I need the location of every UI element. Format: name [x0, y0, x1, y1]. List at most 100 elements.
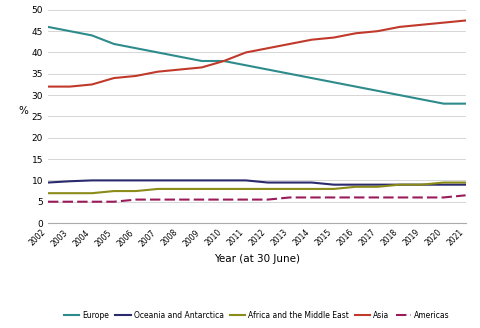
Americas — [45, 200, 51, 204]
Asia — [397, 25, 403, 29]
Europe — [287, 72, 293, 76]
Oceania and Antarctica — [45, 180, 51, 184]
Africa and the Middle East — [353, 185, 359, 189]
Europe — [353, 85, 359, 89]
Oceania and Antarctica — [441, 183, 446, 187]
Legend: Europe, Oceania and Antarctica, Africa and the Middle East, Asia, Americas: Europe, Oceania and Antarctica, Africa a… — [61, 308, 453, 323]
Americas — [441, 195, 446, 199]
Europe — [331, 80, 336, 84]
Asia — [419, 23, 424, 27]
Oceania and Antarctica — [243, 178, 249, 182]
Americas — [309, 195, 314, 199]
Oceania and Antarctica — [375, 183, 381, 187]
X-axis label: Year (at 30 June): Year (at 30 June) — [214, 254, 300, 263]
Europe — [441, 102, 446, 106]
Asia — [67, 85, 73, 89]
Americas — [89, 200, 95, 204]
Line: Africa and the Middle East: Africa and the Middle East — [48, 182, 466, 193]
Americas — [155, 197, 161, 201]
Africa and the Middle East — [199, 187, 205, 191]
Asia — [287, 42, 293, 46]
Asia — [353, 31, 359, 35]
Americas — [353, 195, 359, 199]
Europe — [133, 46, 139, 50]
Asia — [199, 66, 205, 70]
Asia — [177, 68, 183, 72]
Asia — [243, 51, 249, 54]
Africa and the Middle East — [441, 180, 446, 184]
Oceania and Antarctica — [155, 178, 161, 182]
Europe — [221, 59, 227, 63]
Europe — [199, 59, 205, 63]
Americas — [419, 195, 424, 199]
Oceania and Antarctica — [463, 183, 468, 187]
Line: Americas: Americas — [48, 195, 466, 202]
Line: Oceania and Antarctica: Oceania and Antarctica — [48, 180, 466, 185]
Americas — [397, 195, 403, 199]
Asia — [309, 38, 314, 42]
Asia — [155, 70, 161, 74]
Asia — [133, 74, 139, 78]
Europe — [177, 55, 183, 59]
Oceania and Antarctica — [265, 180, 271, 184]
Africa and the Middle East — [419, 183, 424, 187]
Americas — [331, 195, 336, 199]
Oceania and Antarctica — [353, 183, 359, 187]
Europe — [111, 42, 117, 46]
Africa and the Middle East — [155, 187, 161, 191]
Americas — [463, 193, 468, 197]
Europe — [463, 102, 468, 106]
Oceania and Antarctica — [397, 183, 403, 187]
Africa and the Middle East — [375, 185, 381, 189]
Americas — [221, 197, 227, 201]
Americas — [111, 200, 117, 204]
Americas — [287, 195, 293, 199]
Asia — [111, 76, 117, 80]
Europe — [89, 33, 95, 37]
Oceania and Antarctica — [177, 178, 183, 182]
Oceania and Antarctica — [89, 178, 95, 182]
Asia — [441, 21, 446, 25]
Africa and the Middle East — [133, 189, 139, 193]
Africa and the Middle East — [89, 191, 95, 195]
Europe — [45, 25, 51, 29]
Europe — [243, 63, 249, 67]
Africa and the Middle East — [67, 191, 73, 195]
Europe — [67, 29, 73, 33]
Africa and the Middle East — [221, 187, 227, 191]
Europe — [375, 89, 381, 93]
Europe — [309, 76, 314, 80]
Africa and the Middle East — [111, 189, 117, 193]
Asia — [45, 85, 51, 89]
Oceania and Antarctica — [419, 183, 424, 187]
Europe — [419, 97, 424, 101]
Europe — [397, 93, 403, 97]
Africa and the Middle East — [177, 187, 183, 191]
Oceania and Antarctica — [309, 180, 314, 184]
Americas — [265, 197, 271, 201]
Oceania and Antarctica — [221, 178, 227, 182]
Line: Asia: Asia — [48, 21, 466, 87]
Europe — [265, 68, 271, 72]
Asia — [463, 19, 468, 23]
Americas — [177, 197, 183, 201]
Oceania and Antarctica — [67, 179, 73, 183]
Americas — [199, 197, 205, 201]
Oceania and Antarctica — [287, 180, 293, 184]
Oceania and Antarctica — [133, 178, 139, 182]
Oceania and Antarctica — [111, 178, 117, 182]
Oceania and Antarctica — [199, 178, 205, 182]
Asia — [265, 46, 271, 50]
Americas — [133, 197, 139, 201]
Asia — [331, 36, 336, 40]
Africa and the Middle East — [243, 187, 249, 191]
Asia — [89, 83, 95, 87]
Africa and the Middle East — [331, 187, 336, 191]
Africa and the Middle East — [397, 183, 403, 187]
Americas — [243, 197, 249, 201]
Africa and the Middle East — [287, 187, 293, 191]
Americas — [375, 195, 381, 199]
Africa and the Middle East — [463, 180, 468, 184]
Y-axis label: %: % — [18, 107, 28, 116]
Africa and the Middle East — [265, 187, 271, 191]
